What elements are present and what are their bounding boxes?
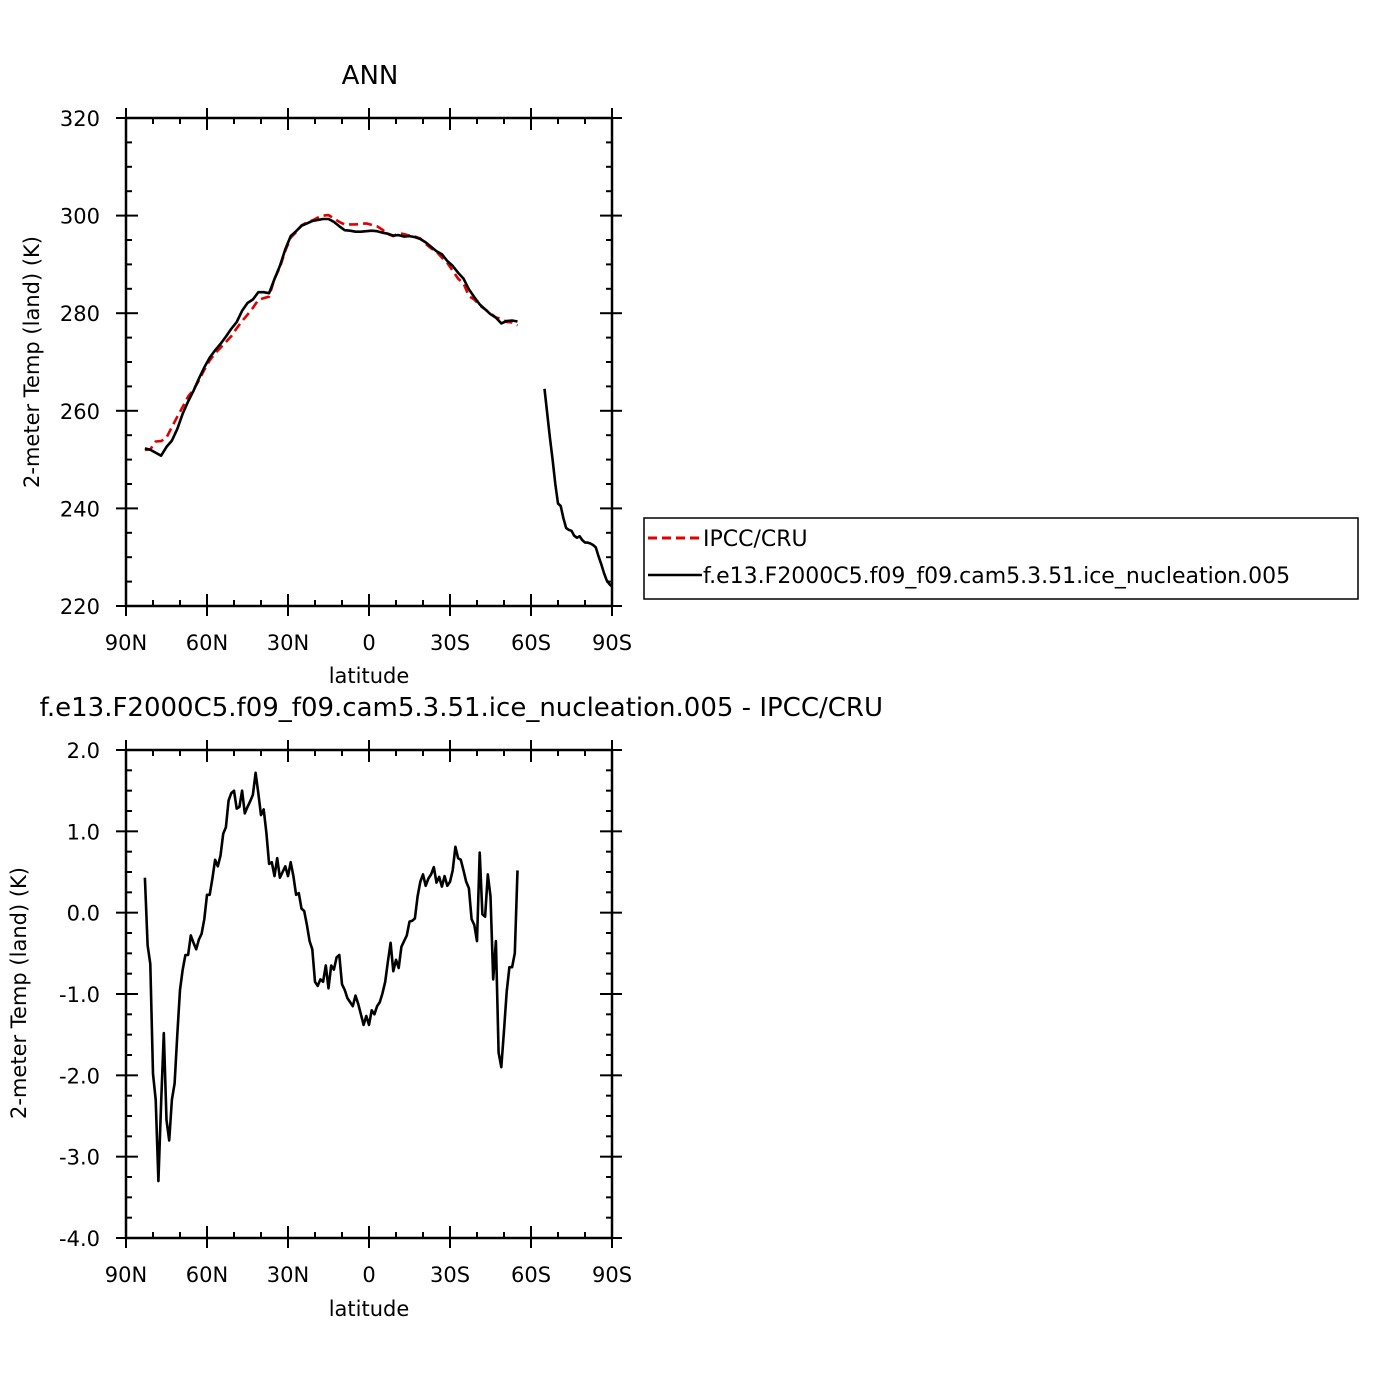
bottom-x-tick-label: 90N (105, 1263, 147, 1287)
bottom-chart-title: f.e13.F2000C5.f09_f09.cam5.3.51.ice_nucl… (40, 693, 883, 723)
top-x-axis-label: latitude (329, 664, 410, 688)
bottom-x-tick-label: 60N (186, 1263, 228, 1287)
top-series-1-line-0 (144, 217, 518, 458)
bottom-x-tick-label: 30S (430, 1263, 470, 1287)
top-x-tick-label: 90S (592, 631, 632, 655)
bottom-y-tick-label: 2.0 (67, 739, 100, 763)
top-y-tick-label: 320 (60, 107, 100, 131)
top-series-0-line-0 (144, 213, 519, 452)
top-data-layer (144, 213, 613, 588)
top-x-tick-label: 30N (267, 631, 309, 655)
bottom-plot-frame (124, 748, 614, 1240)
top-y-tick-label: 260 (60, 400, 100, 424)
legend: IPCC/CRU f.e13.F2000C5.f09_f09.cam5.3.51… (643, 517, 1359, 600)
bottom-x-tick-label: 90S (592, 1263, 632, 1287)
bottom-x-tick-label: 60S (511, 1263, 551, 1287)
top-x-tick-label: 30S (430, 631, 470, 655)
top-y-axis-label: 2-meter Temp (land) (K) (20, 236, 44, 488)
top-series-1-line-1 (543, 388, 613, 588)
bottom-y-tick-label: -1.0 (59, 983, 100, 1007)
bottom-y-tick-label: -4.0 (59, 1227, 100, 1251)
top-panel: ANN 90N 60N 30N 0 30S 60S 90S 220 240 260 280 300 32… (20, 61, 632, 688)
bottom-y-axis-label: 2-meter Temp (land) (K) (7, 867, 31, 1119)
legend-label-cru: IPCC/CRU (703, 527, 808, 552)
bottom-y-tick-label: -3.0 (59, 1146, 100, 1170)
top-x-tick-label: 90N (105, 631, 147, 655)
top-y-tick-label: 280 (60, 302, 100, 326)
bottom-x-tick-label: 30N (267, 1263, 309, 1287)
legend-label-model: f.e13.F2000C5.f09_f09.cam5.3.51.ice_nucl… (703, 564, 1290, 589)
top-y-tick-label: 240 (60, 497, 100, 521)
top-plot-frame (124, 116, 614, 608)
bottom-x-tick-label: 0 (362, 1263, 375, 1287)
bottom-y-tick-label: 0.0 (67, 902, 100, 926)
bottom-panel: f.e13.F2000C5.f09_f09.cam5.3.51.ice_nucl… (7, 693, 883, 1321)
bottom-axes: 90N 60N 30N 0 30S 60S 90S -4.0 -3.0 -2.0 -1.0 0.0 1.… (59, 739, 632, 1287)
top-y-tick-label: 220 (60, 595, 100, 619)
top-x-tick-label: 60S (511, 631, 551, 655)
bottom-data-layer (143, 771, 519, 1183)
top-y-tick-label: 300 (60, 205, 100, 229)
bottom-y-tick-label: -2.0 (59, 1064, 100, 1088)
top-x-tick-label: 60N (186, 631, 228, 655)
bottom-x-axis-label: latitude (329, 1297, 410, 1321)
bottom-y-tick-label: 1.0 (67, 820, 100, 844)
top-axes: 90N 60N 30N 0 30S 60S 90S 220 240 260 280 300 320 (60, 107, 632, 655)
top-chart-title: ANN (342, 61, 399, 91)
top-x-tick-label: 0 (362, 631, 375, 655)
bottom-series-0-line-0 (143, 771, 519, 1183)
legend-box (643, 517, 1359, 600)
